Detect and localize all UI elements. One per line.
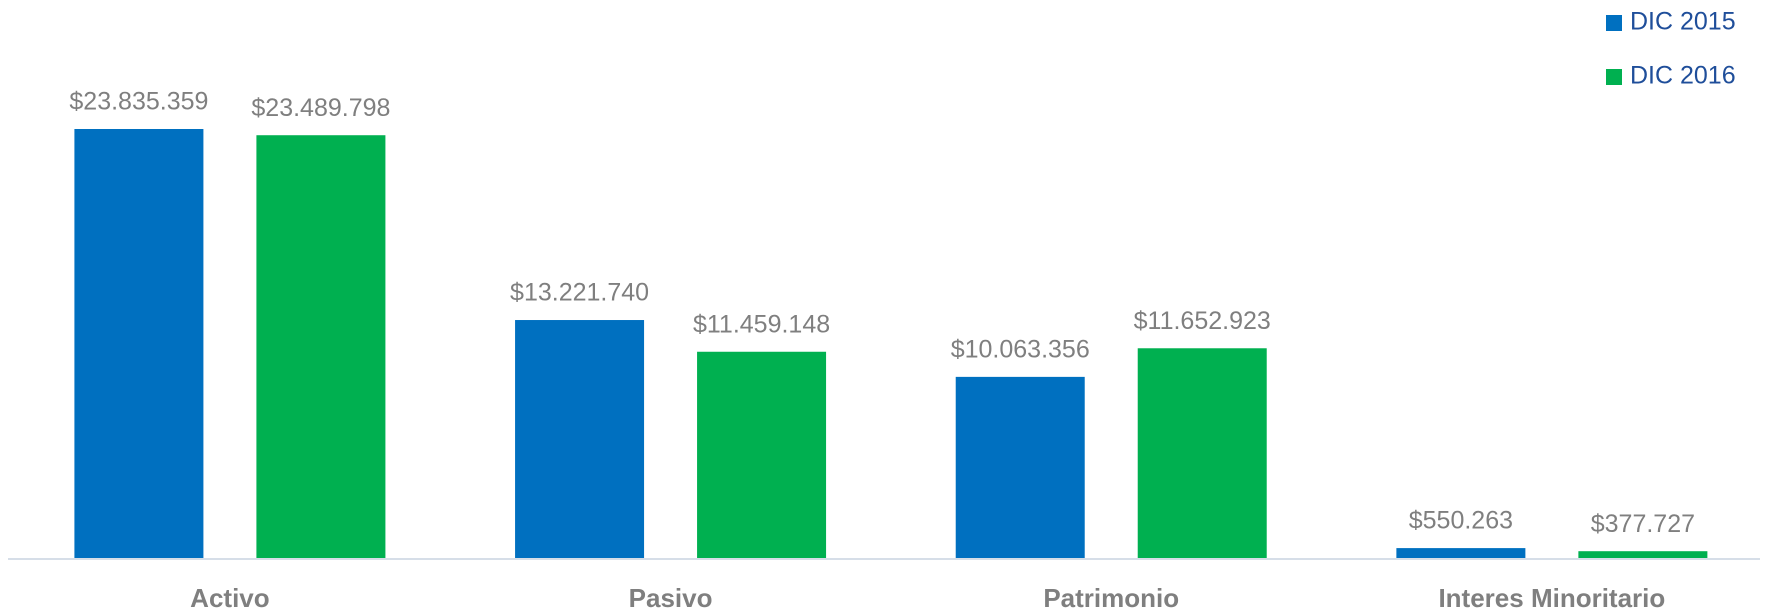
data-label: $23.489.798 [251, 94, 390, 122]
data-label: $13.221.740 [510, 279, 649, 307]
x-tick-label: Activo [190, 583, 269, 613]
x-tick-label: Pasivo [629, 583, 713, 613]
bar [256, 135, 386, 558]
data-label: $10.063.356 [951, 335, 1090, 363]
legend-label: DIC 2015 [1630, 8, 1736, 36]
data-label: $377.727 [1591, 510, 1695, 538]
bar [1396, 548, 1526, 558]
data-label: $23.835.359 [69, 88, 208, 116]
data-label: $550.263 [1409, 507, 1513, 535]
legend-swatch [1606, 15, 1622, 31]
bar [697, 351, 827, 558]
legend-label: DIC 2016 [1630, 62, 1736, 90]
data-label: $11.652.923 [1134, 307, 1271, 335]
x-tick-label: Patrimonio [1043, 583, 1179, 613]
data-label: $11.459.148 [693, 310, 830, 338]
bar [1578, 551, 1708, 558]
bar [1137, 348, 1267, 558]
legend-swatch [1606, 69, 1622, 85]
bar [515, 320, 645, 558]
bar [74, 129, 204, 558]
x-tick-label: Interes Minoritario [1438, 583, 1665, 613]
bar [955, 376, 1085, 558]
